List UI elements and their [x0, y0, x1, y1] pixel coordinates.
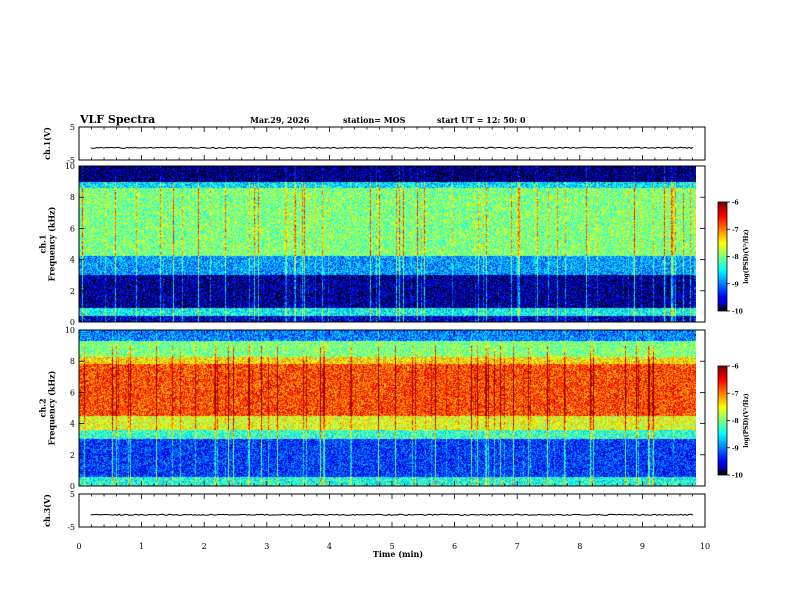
- x-tick-label: 1: [139, 542, 144, 551]
- x-tick-label: 4: [327, 542, 332, 551]
- y-axis-label: ch.1: [38, 234, 48, 253]
- y-axis-label: Frequency (kHz): [47, 370, 57, 445]
- colorbar-tick-label: -6: [732, 364, 739, 371]
- y-tick-label: 4: [70, 256, 75, 265]
- y-tick-label: 0: [70, 482, 75, 491]
- y-tick-label: 5: [70, 123, 75, 132]
- colorbar-tick-label: -7: [732, 227, 739, 234]
- ch2-spectrogram-image: [79, 330, 696, 486]
- y-tick-label: 8: [70, 193, 75, 202]
- x-tick-label: 7: [515, 542, 520, 551]
- ch2-spectrogram-colorbar: [718, 366, 727, 475]
- ch1-spectrogram-colorbar: [718, 202, 727, 311]
- y-tick-label: 2: [70, 451, 75, 460]
- colorbar-tick-label: -10: [732, 473, 743, 480]
- ch1-spectrogram-image: [79, 166, 696, 322]
- x-tick-label: 3: [264, 542, 269, 551]
- y-axis-label: ch.3(V): [42, 494, 52, 527]
- y-tick-label: 10: [65, 326, 75, 335]
- date-label: Mar.29, 2026: [250, 115, 310, 125]
- colorbar-tick-label: -9: [732, 445, 739, 452]
- colorbar-tick-label: -9: [732, 281, 739, 288]
- colorbar-label: log(PSD)(V²/Hz): [743, 229, 750, 284]
- x-tick-label: 8: [577, 542, 582, 551]
- y-axis-label: ch.1(V): [42, 127, 52, 160]
- x-tick-label: 5: [389, 542, 394, 551]
- y-axis-label: ch.2: [38, 398, 48, 417]
- start-time-label: start UT = 12: 50: 0: [437, 115, 526, 125]
- y-tick-label: -5: [67, 523, 75, 532]
- y-tick-label: 2: [70, 287, 75, 296]
- y-tick-label: 6: [70, 224, 75, 233]
- colorbar-tick-label: -7: [732, 391, 739, 398]
- x-tick-label: 2: [202, 542, 207, 551]
- y-tick-label: 0: [70, 318, 75, 327]
- ch1-waveform-trace: [90, 146, 694, 149]
- x-tick-label: 9: [640, 542, 645, 551]
- x-tick-label: 10: [700, 542, 710, 551]
- x-axis-label: Time (min): [373, 549, 423, 559]
- y-tick-label: 10: [65, 162, 75, 171]
- x-tick-label: 6: [452, 542, 457, 551]
- chart-title: VLF Spectra: [79, 113, 155, 126]
- x-tick-label: 0: [76, 542, 81, 551]
- y-tick-label: 6: [70, 388, 75, 397]
- y-tick-label: 4: [70, 420, 75, 429]
- colorbar-tick-label: -6: [732, 200, 739, 207]
- y-tick-label: -5: [67, 156, 75, 165]
- colorbar-tick-label: -8: [732, 418, 739, 425]
- y-axis-label: Frequency (kHz): [47, 206, 57, 281]
- colorbar-label: log(PSD)(V²/Hz): [743, 393, 750, 448]
- colorbar-tick-label: -8: [732, 254, 739, 261]
- y-tick-label: 8: [70, 357, 75, 366]
- y-tick-label: 5: [70, 490, 75, 499]
- station-label: station= MOS: [343, 115, 406, 125]
- colorbar-tick-label: -10: [732, 309, 743, 316]
- ch3-waveform-trace: [90, 513, 694, 516]
